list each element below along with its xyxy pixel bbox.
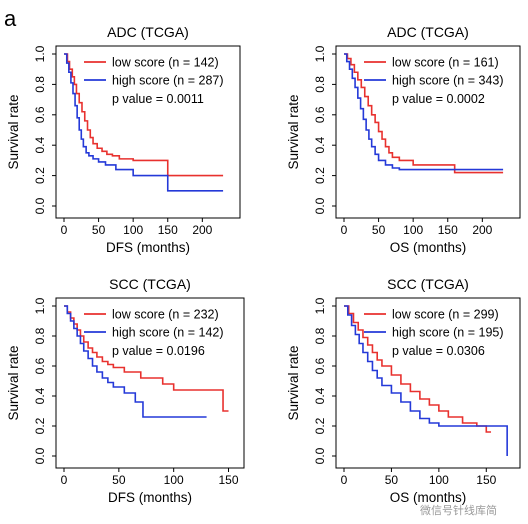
legend-entry: low score (n = 299) [392,308,499,322]
plot-frame [335,297,521,469]
y-tick-label: 0.2 [313,167,327,184]
y-tick-label: 0.4 [33,137,47,154]
survival-curve-low-score [344,53,504,174]
y-tick-label: 0.4 [313,387,327,404]
survival-curve-high-score [344,53,504,171]
y-tick-label: 0.2 [33,167,47,184]
legend-entry: low score (n = 232) [112,308,219,322]
x-tick-label: 50 [92,223,106,237]
y-tick-label: 0.4 [33,387,47,404]
p-value-annotation: p value = 0.0306 [392,344,485,358]
y-tick-label: 0.6 [313,357,327,374]
x-tick-label: 0 [341,223,348,237]
x-tick-label: 0 [341,473,348,487]
y-tick-label: 0.8 [313,76,327,93]
survival-curve-high-score [64,305,207,418]
x-tick-label: 50 [112,473,126,487]
y-tick-label: 0.6 [33,106,47,123]
plot-frame [335,45,521,219]
legend-entry: high score (n = 142) [112,326,224,340]
plot-frame [55,45,241,219]
panel-title: ADC (TCGA) [387,24,469,40]
panel-title: SCC (TCGA) [387,276,469,292]
y-tick-label: 0.2 [313,417,327,434]
y-tick-label: 0.8 [33,327,47,344]
x-tick-label: 100 [403,223,423,237]
y-tick-label: 0.4 [313,137,327,154]
y-tick-label: 1.0 [33,297,47,314]
survival-curve-high-score [64,53,224,192]
legend-entry: high score (n = 343) [392,74,504,88]
panel-title: SCC (TCGA) [109,276,191,292]
y-tick-label: 0.0 [313,197,327,214]
x-tick-label: 50 [372,223,386,237]
x-tick-label: 100 [164,473,184,487]
y-tick-label: 0.0 [313,447,327,464]
y-tick-label: 0.0 [33,447,47,464]
y-tick-label: 1.0 [313,297,327,314]
x-axis-label: DFS (months) [106,240,190,255]
x-axis-label: DFS (months) [108,490,192,505]
y-axis-label: Survival rate [6,94,21,169]
x-tick-label: 150 [219,473,239,487]
y-tick-label: 0.0 [33,197,47,214]
panel-title: ADC (TCGA) [107,24,189,40]
x-tick-label: 100 [429,473,449,487]
legend-entry: high score (n = 287) [112,74,224,88]
survival-curve-high-score [344,305,508,456]
x-tick-label: 0 [61,223,68,237]
x-tick-label: 100 [123,223,143,237]
y-tick-label: 0.8 [33,76,47,93]
y-tick-label: 1.0 [33,45,47,62]
x-tick-label: 150 [476,473,496,487]
x-axis-label: OS (months) [390,490,467,505]
x-tick-label: 200 [192,223,212,237]
p-value-annotation: p value = 0.0002 [392,92,485,106]
km-panel-4: SCC (TCGA) 0 50 100 150 OS (months) 0.0 0.2 0.4 0… [286,276,521,505]
survival-curve-low-score [344,305,492,433]
x-tick-label: 50 [385,473,399,487]
y-axis-label: Survival rate [286,94,301,169]
x-tick-label: 150 [438,223,458,237]
survival-curve-low-score [64,53,224,177]
y-tick-label: 1.0 [313,45,327,62]
watermark-text: 微信号针线库简 [420,503,497,517]
plot-frame [55,297,245,469]
legend-entry: low score (n = 161) [392,56,499,70]
p-value-annotation: p value = 0.0196 [112,344,205,358]
y-tick-label: 0.6 [313,106,327,123]
y-tick-label: 0.6 [33,357,47,374]
y-tick-label: 0.8 [313,327,327,344]
x-tick-label: 150 [158,223,178,237]
panel-letter: a [4,6,17,31]
p-value-annotation: p value = 0.0011 [112,92,204,106]
x-tick-label: 0 [61,473,68,487]
y-tick-label: 0.2 [33,417,47,434]
legend-entry: high score (n = 195) [392,326,504,340]
km-panel-2: ADC (TCGA) 0 50 100 150 200 OS (months) 0.0 0.2 0… [286,24,521,255]
y-axis-label: Survival rate [286,345,301,420]
x-axis-label: OS (months) [390,240,467,255]
x-tick-label: 200 [472,223,492,237]
km-panel-3: SCC (TCGA) 0 50 100 150 DFS (months) 0.0 0.2 0.4… [6,276,245,505]
y-axis-label: Survival rate [6,345,21,420]
legend-entry: low score (n = 142) [112,56,219,70]
